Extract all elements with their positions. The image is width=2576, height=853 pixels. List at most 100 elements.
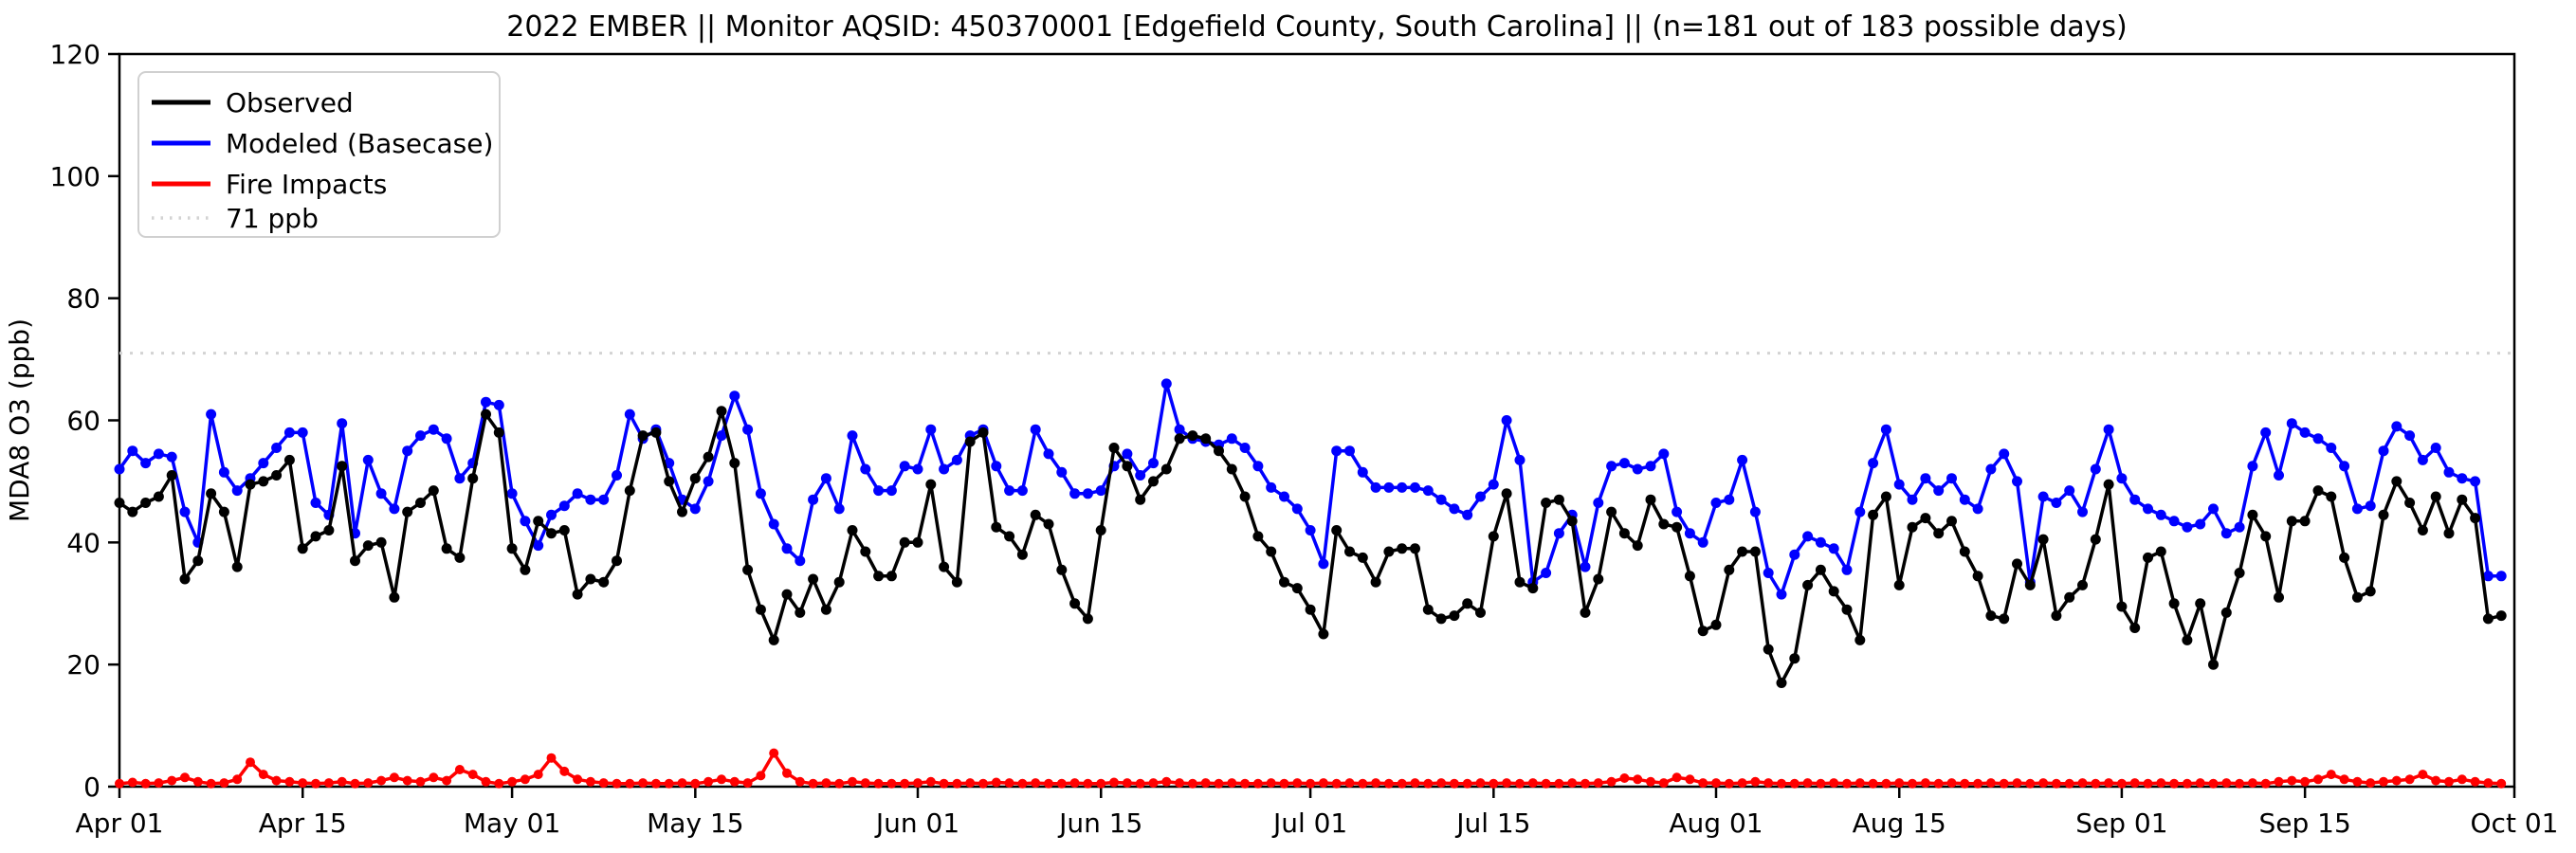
series-observed-marker xyxy=(297,543,308,554)
series-fire-impacts-marker xyxy=(442,775,452,786)
series-observed-marker xyxy=(977,426,989,438)
series-observed-marker xyxy=(1331,525,1343,535)
series-modeled-basecase-marker xyxy=(1069,488,1081,499)
series-observed-marker xyxy=(2103,479,2114,490)
series-observed-marker xyxy=(1514,576,1526,588)
series-observed-marker xyxy=(206,488,217,499)
series-fire-impacts-marker xyxy=(1175,778,1185,789)
legend: Observed Modeled (Basecase) Fire Impacts71… xyxy=(137,71,501,238)
legend-label: 71 ppb xyxy=(226,203,319,234)
series-fire-impacts-marker xyxy=(494,778,504,789)
series-fire-impacts-marker xyxy=(782,768,792,778)
series-modeled-basecase-marker xyxy=(1462,509,1473,520)
series-observed-marker xyxy=(481,408,491,420)
series-observed-marker xyxy=(1710,619,1722,630)
series-modeled-basecase-marker xyxy=(1893,479,1905,490)
series-observed-marker xyxy=(1318,628,1329,640)
series-observed-marker xyxy=(2234,568,2245,578)
series-modeled-basecase-marker xyxy=(2064,485,2075,497)
legend-item-observed: Observed xyxy=(152,87,354,118)
series-fire-impacts-marker xyxy=(2104,778,2114,789)
series-fire-impacts xyxy=(115,748,2507,789)
series-modeled-basecase-marker xyxy=(2391,421,2402,432)
series-fire-impacts-marker xyxy=(717,774,726,785)
x-tick-label: Jun 15 xyxy=(1057,808,1142,839)
series-observed-marker xyxy=(677,506,687,517)
series-fire-impacts-marker xyxy=(350,778,360,789)
series-fire-impacts-marker xyxy=(1306,778,1316,789)
series-observed-marker xyxy=(1802,579,1814,590)
series-fire-impacts-marker xyxy=(467,770,478,780)
series-observed-marker xyxy=(1410,543,1420,554)
series-modeled-basecase-marker xyxy=(2365,500,2376,512)
series-fire-impacts-marker xyxy=(860,778,870,789)
series-fire-impacts-marker xyxy=(2156,778,2166,789)
series-fire-impacts-marker xyxy=(1946,778,1957,789)
x-tick-label: Jul 01 xyxy=(1271,808,1347,839)
series-observed-marker xyxy=(1422,604,1434,615)
series-modeled-basecase-marker xyxy=(1331,445,1343,457)
series-fire-impacts-marker xyxy=(1750,776,1761,787)
series-fire-impacts-marker xyxy=(703,776,714,787)
legend-label: Observed xyxy=(226,87,354,118)
series-observed-marker xyxy=(2090,534,2101,545)
series-observed-marker xyxy=(755,604,766,615)
series-fire-impacts-marker xyxy=(1698,778,1708,789)
series-modeled-basecase-marker xyxy=(2234,521,2245,533)
x-tick-label: May 15 xyxy=(647,808,743,839)
series-observed-marker xyxy=(1043,518,1054,530)
series-fire-impacts-marker xyxy=(900,778,910,789)
series-modeled-basecase-marker xyxy=(2286,418,2297,429)
series-modeled-basecase-marker xyxy=(1632,463,1643,475)
series-observed-marker xyxy=(1580,607,1591,618)
series-modeled-basecase-marker xyxy=(1920,473,1931,484)
x-tick-label: May 01 xyxy=(464,808,560,839)
series-observed-marker xyxy=(231,561,243,572)
series-fire-impacts-marker xyxy=(298,778,308,789)
series-modeled-basecase-marker xyxy=(2220,528,2232,539)
series-observed-marker xyxy=(1122,461,1133,472)
series-observed-marker xyxy=(1789,653,1800,664)
series-fire-impacts-marker xyxy=(1044,778,1053,789)
series-observed-marker xyxy=(1985,610,1997,622)
series-fire-impacts-marker xyxy=(1423,778,1434,789)
series-fire-impacts-marker xyxy=(140,778,151,789)
series-observed-marker xyxy=(1016,549,1028,560)
series-modeled-basecase-marker xyxy=(2312,433,2324,445)
series-observed-marker xyxy=(1749,546,1761,557)
series-observed-marker xyxy=(375,536,387,548)
series-modeled-basecase-marker xyxy=(2077,506,2088,517)
series-fire-impacts-marker xyxy=(729,776,740,787)
series-fire-impacts-marker xyxy=(154,778,164,789)
series-fire-impacts-marker xyxy=(1960,778,1970,789)
series-fire-impacts-marker xyxy=(1214,778,1224,789)
series-modeled-basecase-marker xyxy=(795,555,806,567)
series-observed-marker xyxy=(114,498,125,508)
series-fire-impacts-marker xyxy=(1056,778,1067,789)
chart-title: 2022 EMBER || Monitor AQSID: 450370001 [… xyxy=(506,10,2128,44)
series-modeled-basecase-marker xyxy=(2260,426,2272,438)
series-fire-impacts-marker xyxy=(2025,778,2036,789)
series-modeled-basecase-marker xyxy=(612,470,622,481)
series-modeled-basecase-marker xyxy=(127,445,138,457)
series-fire-impacts-marker xyxy=(2391,775,2402,786)
series-observed-marker xyxy=(2378,509,2389,520)
series-observed-marker xyxy=(2051,610,2062,622)
series-fire-impacts-marker xyxy=(1829,778,1839,789)
series-fire-impacts-marker xyxy=(1567,778,1578,789)
series-observed-marker xyxy=(2312,485,2324,497)
x-tick-label: Sep 15 xyxy=(2258,808,2350,839)
series-modeled-basecase-marker xyxy=(2299,426,2311,438)
series-observed-marker xyxy=(2391,476,2402,487)
series-fire-impacts-marker xyxy=(612,778,622,789)
series-modeled-basecase-marker xyxy=(310,498,321,508)
series-observed-marker xyxy=(716,406,727,417)
series-observed-marker xyxy=(337,461,348,472)
series-modeled-basecase-marker xyxy=(2404,430,2416,442)
series-observed-marker xyxy=(506,543,518,554)
series-modeled-basecase-marker xyxy=(742,424,754,435)
series-observed-marker xyxy=(1541,498,1552,508)
series-observed-marker xyxy=(1069,598,1081,609)
series-fire-impacts-marker xyxy=(742,778,753,789)
series-fire-impacts-marker xyxy=(795,776,805,787)
